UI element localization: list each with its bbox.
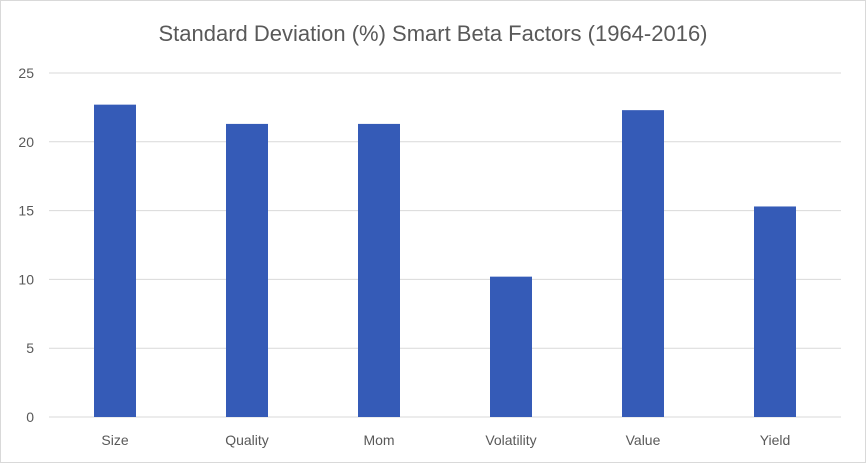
chart-title: Standard Deviation (%) Smart Beta Factor… <box>158 21 708 46</box>
y-tick-label: 25 <box>18 65 34 81</box>
y-tick-label: 15 <box>18 203 34 219</box>
x-tick-label-yield: Yield <box>760 432 791 448</box>
x-tick-label-volatility: Volatility <box>485 432 536 448</box>
y-tick-label: 20 <box>18 134 34 150</box>
bar-value <box>622 110 664 417</box>
bar-volatility <box>490 276 532 417</box>
bar-yield <box>754 206 796 417</box>
y-tick-label: 0 <box>26 409 34 425</box>
x-tick-label-quality: Quality <box>225 432 269 448</box>
x-tick-label-size: Size <box>101 432 128 448</box>
bar-mom <box>358 123 400 418</box>
x-tick-label-value: Value <box>626 432 661 448</box>
bar-size <box>94 104 136 417</box>
x-tick-label-mom: Mom <box>363 432 394 448</box>
y-tick-label: 10 <box>18 271 34 287</box>
y-tick-label: 5 <box>26 340 34 356</box>
bar-quality <box>226 123 268 418</box>
